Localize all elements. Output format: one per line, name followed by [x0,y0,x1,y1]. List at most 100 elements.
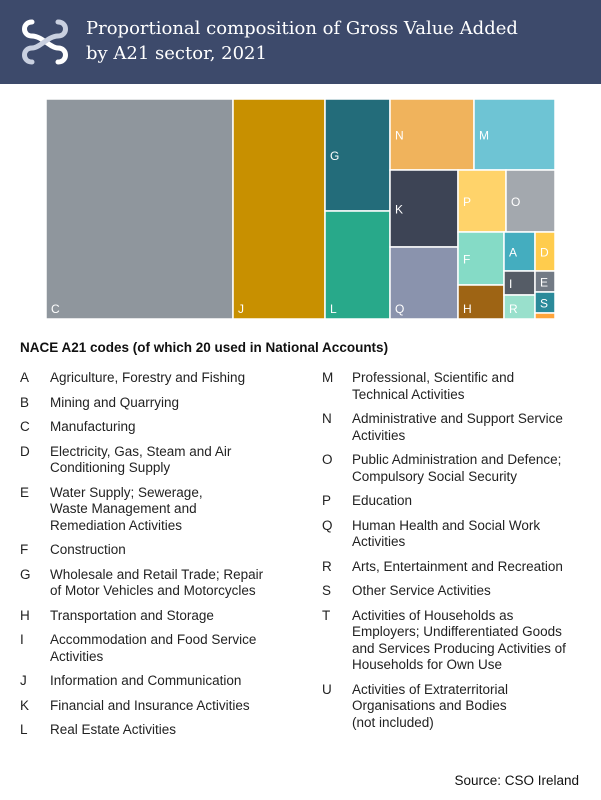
treemap-chart: C J G L N M K Q P O F H A IR D ES [45,98,556,320]
treemap-tile-b [534,312,556,320]
legend-item-p: P Education [322,493,587,510]
legend-code: O [322,452,333,467]
cso-logo-icon [22,19,68,65]
treemap-label-q: Q [395,302,404,316]
treemap-label-c: C [51,302,60,316]
legend-code: G [20,566,31,582]
treemap-label-l: L [330,302,337,316]
legend-description: Wholesale and Retail Trade; Repair of Mo… [50,566,264,599]
legend-code: E [20,484,30,500]
legend-item-b: B Mining and Quarrying [20,395,300,412]
legend-item-i: I Accommodation and Food Service Activiti… [20,632,300,665]
legend-code: N [322,411,332,426]
treemap-label-r: R [509,302,518,316]
legend-description: Agriculture, Forestry and Fishing [50,370,246,385]
legend-item-n: N Administrative and Support Service Acti… [322,411,587,444]
treemap-label-i: I [509,277,512,291]
header-banner: Proportional composition of Gross Value … [0,0,601,84]
legend-code: L [20,722,28,737]
treemap-tile-k [389,169,459,248]
legend-code: K [20,697,30,713]
legend-description: Other Service Activities [352,583,491,598]
treemap-label-k: K [395,203,403,217]
legend-description: Education [352,493,413,508]
legend-item-l: L Real Estate Activities [20,722,300,739]
legend-column-left: A Agriculture, Forestry and Fishing B Minin… [20,370,300,747]
treemap-tile-l [324,210,391,320]
legend-description: Electricity, Gas, Steam and Air Conditio… [50,443,232,476]
treemap-tile-g [324,98,391,212]
legend-item-c: C Manufacturing [20,419,300,436]
legend-item-e: E Water Supply; Sewerage, Waste Managemen… [20,485,300,535]
treemap-tile-p [457,169,507,233]
treemap-label-a: A [509,246,517,260]
legend-code: D [20,443,30,459]
legend-description: Human Health and Social Work Activities [352,517,541,550]
treemap-label-d: D [540,246,549,260]
legend-description: Transportation and Storage [50,607,214,623]
treemap-tile-n [389,98,475,171]
legend-description: Water Supply; Sewerage, Waste Management… [50,484,203,533]
treemap-tile-j [232,98,326,320]
treemap-label-g: G [330,149,339,163]
chart-title: Proportional composition of Gross Value … [86,18,518,64]
legend-description: Activities of Households as Employers; U… [352,607,566,673]
legend-description: Accommodation and Food Service Activitie… [50,632,257,664]
source-note: Source: CSO Ireland [454,773,579,788]
legend-description: Mining and Quarrying [50,394,180,410]
legend-description: Arts, Entertainment and Recreation [352,558,563,574]
legend-item-u: U Activities of Extraterritorial Organisa… [322,682,587,732]
legend-code: F [20,542,29,557]
legend-description: Administrative and Support Service Activ… [352,411,563,443]
legend-code: M [322,370,334,385]
legend-description: Construction [50,542,126,557]
legend-item-k: K Financial and Insurance Activities [20,698,300,715]
legend-description: Activities of Extraterritorial Organisat… [352,681,509,730]
legend-item-j: J Information and Communication [20,673,300,690]
legend-item-d: D Electricity, Gas, Steam and Air Conditi… [20,444,300,477]
treemap-label-f: F [463,253,470,267]
legend-code: S [322,583,332,598]
treemap-label-s: S [540,297,548,311]
legend-code: C [20,419,30,434]
legend-code: J [20,673,27,688]
treemap-label-e: E [540,276,548,290]
treemap-tile-f [457,231,505,286]
legend-code: B [20,394,30,410]
legend-code: H [20,607,30,623]
legend-description: Real Estate Activities [50,722,177,737]
legend-item-f: F Construction [20,542,300,559]
legend-item-a: A Agriculture, Forestry and Fishing [20,370,300,387]
treemap-label-h: H [463,302,472,316]
legend-item-g: G Wholesale and Retail Trade; Repair of M… [20,567,300,600]
legend-description: Public Administration and Defence; Compu… [352,452,562,484]
legend-item-o: O Public Administration and Defence; Comp… [322,452,587,485]
treemap-label-j: J [238,302,244,316]
legend-item-t: T Activities of Households as Employers; … [322,608,587,674]
legend-code: U [322,681,332,697]
legend-item-m: M Professional, Scientific and Technical … [322,370,587,403]
treemap-label-o: O [511,195,520,209]
legend-title: NACE A21 codes (of which 20 used in Nati… [20,340,389,355]
treemap-tile-i [503,270,536,296]
legend-description: Professional, Scientific and Technical A… [352,370,515,402]
legend-item-r: R Arts, Entertainment and Recreation [322,559,587,576]
legend-code: A [20,370,30,385]
treemap-label-m: M [479,129,489,143]
treemap-label-p: P [463,195,471,209]
legend-item-s: S Other Service Activities [322,583,587,600]
legend-code: Q [322,517,333,533]
legend-description: Manufacturing [50,419,136,434]
legend-item-q: Q Human Health and Social Work Activities [322,518,587,551]
legend-description: Financial and Insurance Activities [50,697,250,713]
legend-code: R [322,558,332,574]
legend-description: Information and Communication [50,673,242,688]
legend-item-h: H Transportation and Storage [20,608,300,625]
legend-column-right: M Professional, Scientific and Technical … [322,370,587,739]
legend-code: P [322,493,332,508]
legend-code: T [322,607,331,623]
treemap-label-n: N [395,129,404,143]
treemap-tile-a [503,231,536,272]
treemap-tile-c [45,98,234,320]
legend-code: I [20,632,24,647]
